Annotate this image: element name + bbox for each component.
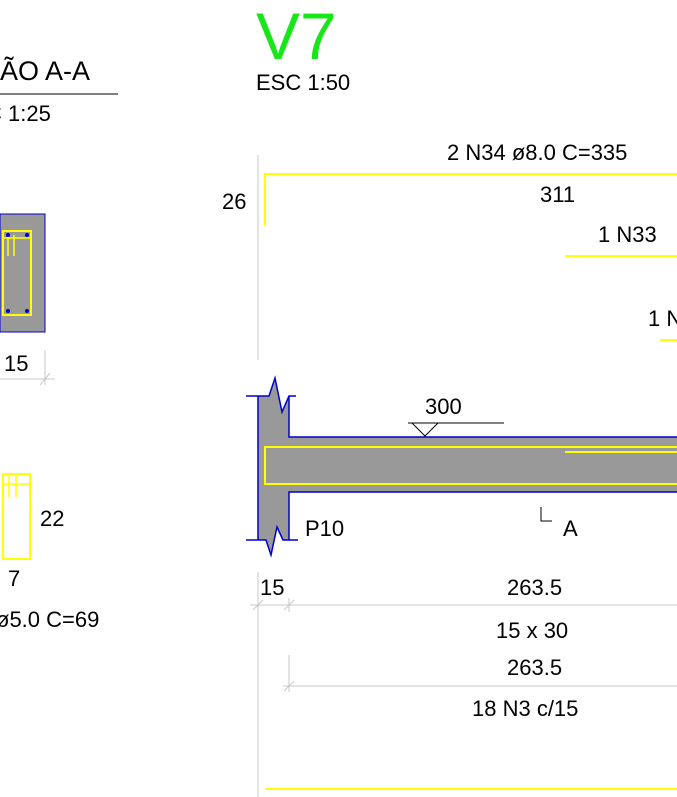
dim-tick <box>283 680 295 692</box>
stirrup-height-dim: 22 <box>40 506 65 531</box>
section-dim-tick <box>39 372 51 386</box>
section-stirrup <box>2 230 32 316</box>
beam-title: V7 <box>256 0 337 73</box>
pillar-break-top <box>246 375 296 415</box>
rebar-dot <box>25 309 29 313</box>
section-scale: C 1:25 <box>0 101 51 126</box>
stirrup-width-dim: 7 <box>8 566 21 591</box>
section-size: 15 x 30 <box>496 618 569 643</box>
section-title: ÃO A-A <box>0 56 91 86</box>
rebar-dot <box>25 233 29 237</box>
pillar-break-bottom <box>246 524 298 558</box>
level-triangle <box>410 422 440 437</box>
stirrup-detail <box>2 473 31 560</box>
pillar-label: P10 <box>305 516 345 541</box>
section-width-dim: 15 <box>4 351 29 376</box>
rebar-dot <box>6 233 10 237</box>
bar-n33-label: 1 N33 <box>598 222 657 247</box>
level-label: 300 <box>425 394 462 419</box>
span-dim-2: 263.5 <box>507 655 563 680</box>
top-bar-n34 <box>264 173 677 225</box>
top-bar-hook-dim: 26 <box>222 189 247 214</box>
beam-scale: ESC 1:50 <box>256 70 351 95</box>
pillar-p10 <box>258 378 677 555</box>
support-dim: 15 <box>260 575 285 600</box>
section-mark-symbol <box>540 507 552 522</box>
rebar-dot <box>6 309 10 313</box>
span-dim-1: 263.5 <box>507 575 563 600</box>
section-mark-label: A <box>563 516 578 541</box>
bar-partial-label: 1 N <box>648 306 677 331</box>
stirrups-spec: 18 N3 c/15 <box>472 696 579 721</box>
stirrup-spec: ø5.0 C=69 <box>0 607 100 632</box>
beam-outline-top <box>288 396 677 438</box>
top-bar-spec: 2 N34 ø8.0 C=335 <box>447 140 628 165</box>
beam-rebar-frame <box>264 446 677 485</box>
dim-tick <box>252 599 264 611</box>
top-bar-length: 311 <box>540 182 576 207</box>
beam-outline-bottom <box>288 491 677 540</box>
